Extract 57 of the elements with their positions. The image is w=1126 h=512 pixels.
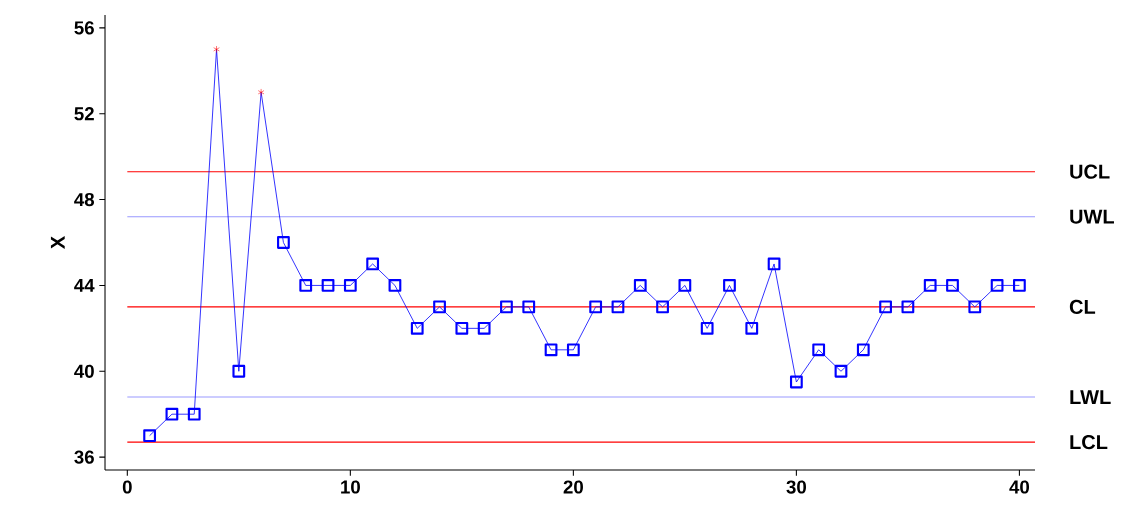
- point: [566, 343, 580, 357]
- point: [901, 300, 915, 314]
- point: [343, 279, 357, 292]
- y-tick-label: 36: [74, 450, 94, 464]
- point: [187, 407, 201, 421]
- point: [923, 279, 937, 292]
- point: [1013, 279, 1026, 292]
- ref-line-label: LWL: [1070, 390, 1111, 404]
- point: [522, 300, 536, 314]
- point: [544, 343, 558, 357]
- ref-line-label: CL: [1069, 299, 1096, 314]
- x-tick-label: 10: [341, 480, 360, 494]
- y-tick-label: 40: [74, 364, 94, 378]
- point: [410, 321, 424, 335]
- point: [455, 321, 469, 335]
- point: [299, 279, 313, 292]
- point: [433, 300, 446, 314]
- point: [812, 343, 826, 357]
- y-tick-label: 52: [74, 107, 94, 121]
- point: [946, 279, 959, 292]
- point: [257, 88, 265, 96]
- x-tick-label: 20: [563, 480, 583, 494]
- point: [633, 279, 647, 292]
- point: [500, 300, 513, 314]
- ref-line-label: UCL: [1070, 164, 1110, 179]
- point: [678, 279, 692, 292]
- x-tick-label: 30: [786, 480, 806, 494]
- y-axis-title: X: [50, 236, 65, 249]
- y-tick-label: 56: [74, 21, 94, 35]
- point: [990, 279, 1004, 292]
- x-tick-label: 40: [1009, 480, 1030, 494]
- point: [834, 364, 848, 378]
- point: [968, 300, 982, 314]
- point: [277, 236, 290, 249]
- y-tick-label: 48: [74, 192, 95, 207]
- point: [388, 279, 402, 292]
- point: [213, 45, 220, 53]
- point: [879, 300, 892, 314]
- ref-line-label: UWL: [1070, 209, 1114, 224]
- point: [232, 364, 246, 378]
- point: [656, 300, 669, 314]
- point: [856, 343, 870, 357]
- point: [700, 321, 714, 335]
- x-tick-label: 0: [122, 480, 132, 494]
- ref-line-label: LCL: [1070, 435, 1108, 450]
- point: [767, 257, 781, 271]
- point: [143, 429, 157, 443]
- point: [723, 279, 736, 292]
- point: [321, 279, 335, 292]
- point: [745, 321, 759, 335]
- point: [477, 321, 491, 335]
- point: [366, 257, 380, 271]
- point: [165, 407, 179, 421]
- point: [789, 375, 803, 389]
- point: [589, 300, 603, 314]
- point: [611, 300, 625, 314]
- y-tick-label: 44: [74, 279, 95, 292]
